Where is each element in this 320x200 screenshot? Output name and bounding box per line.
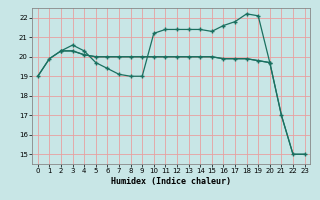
X-axis label: Humidex (Indice chaleur): Humidex (Indice chaleur) [111, 177, 231, 186]
